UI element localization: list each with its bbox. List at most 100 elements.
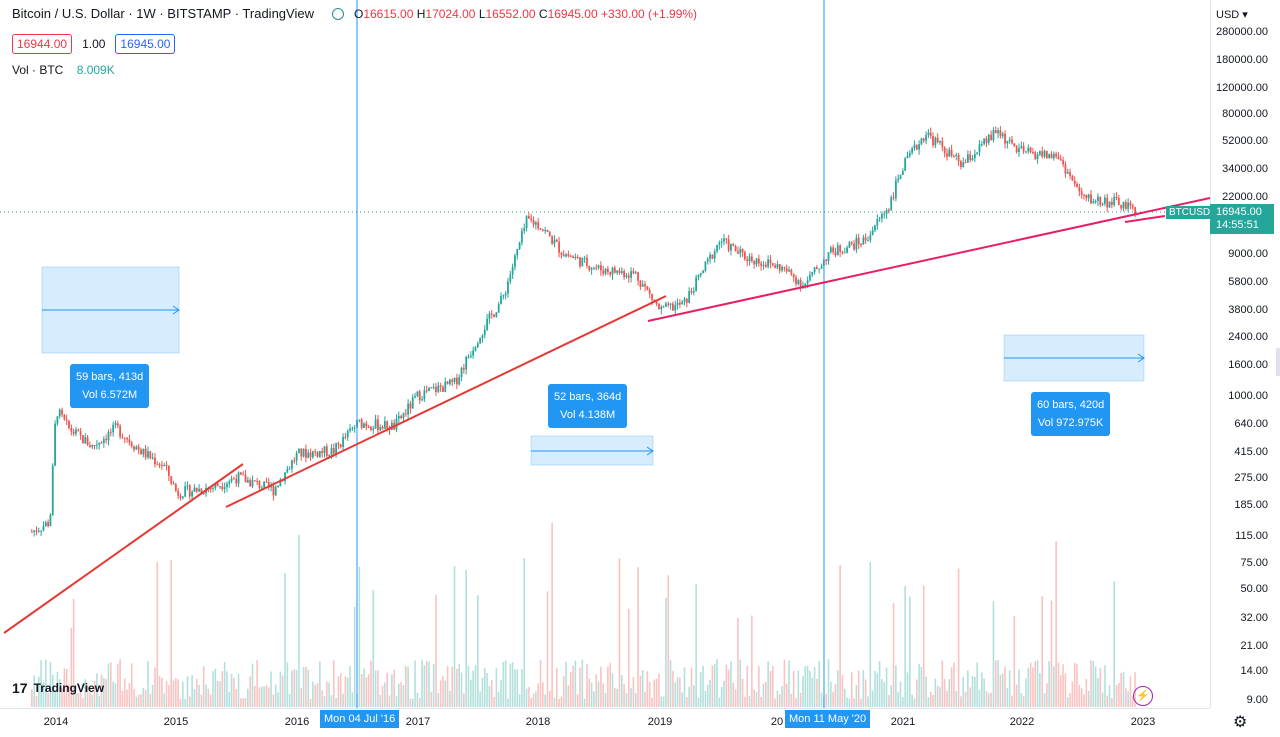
candle-body	[788, 269, 790, 272]
candle-body	[1022, 146, 1025, 152]
price-tick-label: 34000.00	[1222, 163, 1268, 175]
price-tick-label: 80000.00	[1222, 108, 1268, 120]
trend-lines[interactable]	[3, 197, 1211, 634]
volume-bar	[855, 684, 858, 707]
candle-body	[1106, 197, 1109, 208]
candle-body	[181, 496, 184, 499]
price-tick-label: 21.00	[1240, 640, 1268, 652]
candle-body	[899, 174, 902, 179]
volume-bar	[256, 660, 258, 707]
volume-bar	[711, 665, 714, 707]
volume-bar	[537, 683, 539, 707]
volume-bar	[892, 603, 895, 707]
candle-body	[233, 478, 235, 480]
candle-body	[799, 280, 802, 287]
candle-body	[68, 420, 70, 428]
flash-icon[interactable]: ⚡	[1133, 686, 1153, 706]
candle-body	[853, 243, 855, 250]
candle-body	[962, 162, 965, 167]
eye-icon[interactable]	[331, 7, 344, 20]
measure-box-1[interactable]	[41, 266, 180, 354]
volume-bar	[607, 666, 609, 707]
candle-body	[202, 493, 205, 495]
volume-bar	[435, 594, 437, 707]
measure-box-3[interactable]	[1003, 334, 1145, 382]
price-axis[interactable]	[1210, 0, 1280, 708]
volume-bar	[609, 662, 611, 707]
trend-line-2[interactable]	[225, 295, 667, 508]
time-tick-label: 20	[771, 716, 783, 728]
volume-bar	[630, 688, 632, 707]
volume-bar	[1106, 695, 1109, 707]
candle-body	[314, 451, 317, 453]
candle-body	[1101, 203, 1104, 205]
candle-body	[77, 429, 80, 432]
candle-body	[906, 155, 909, 158]
candle-body	[606, 268, 609, 273]
volume-bar	[168, 685, 170, 707]
symbol-title[interactable]: Bitcoin / U.S. Dollar · 1W · BITSTAMP · …	[12, 6, 314, 21]
tradingview-logo[interactable]: 17 TradingView	[12, 680, 105, 696]
volume-bar	[288, 694, 291, 707]
currency-selector[interactable]: USD ▾	[1216, 9, 1248, 21]
candle-body	[91, 444, 94, 448]
candle-body	[943, 147, 946, 154]
volume-bar	[702, 665, 704, 707]
volume-bar	[542, 682, 544, 707]
volume-bar	[902, 697, 904, 707]
volume-bar	[525, 688, 528, 707]
scroll-handle[interactable]	[1276, 348, 1280, 376]
volume-bar	[93, 680, 96, 707]
gear-icon[interactable]: ⚙	[1233, 714, 1248, 731]
candle-body	[632, 271, 635, 274]
candle-body	[950, 149, 953, 156]
volume-bar	[393, 669, 395, 707]
candle-body	[400, 415, 403, 419]
time-axis[interactable]: 2014 2015 2016 2017 2018 2019 20 2021 2022 2023	[44, 716, 1155, 728]
volume-bar	[453, 566, 456, 707]
trend-line-1[interactable]	[3, 463, 244, 634]
candle-body	[827, 252, 830, 262]
candle-body	[490, 313, 493, 315]
volume-bar	[1120, 673, 1122, 707]
candle-body	[725, 238, 728, 240]
time-axis-bar[interactable]	[0, 708, 1210, 737]
candle-body	[291, 460, 293, 469]
candle-body	[363, 423, 365, 428]
candle-body	[1113, 196, 1116, 205]
buy-button[interactable]: 16945.00	[115, 34, 176, 54]
trend-line-4[interactable]	[1124, 215, 1166, 223]
volume-bar	[913, 698, 916, 707]
volume-bar	[400, 681, 402, 707]
time-tick-label: 2018	[526, 716, 550, 728]
candle-body	[137, 446, 140, 450]
volume-bar	[997, 660, 999, 707]
volume-legend[interactable]: Vol · BTC 8.009K	[12, 63, 115, 77]
volume-bar	[753, 689, 755, 707]
volume-bar	[632, 677, 635, 707]
candle-body	[214, 483, 217, 488]
candle-body	[969, 154, 972, 161]
volume-bar	[463, 693, 465, 707]
candle-body	[439, 385, 442, 388]
volume-bar	[110, 662, 112, 707]
volume-bar	[843, 688, 846, 707]
volume-bar	[465, 570, 467, 707]
measure-box-2[interactable]	[530, 435, 654, 466]
price-tick-label: 3800.00	[1228, 304, 1268, 316]
sell-button[interactable]: 16944.00	[12, 34, 73, 54]
volume-bar	[618, 558, 621, 707]
candle-body	[871, 230, 874, 236]
candle-body	[616, 270, 619, 273]
volume-bar	[191, 675, 193, 707]
trend-line-3[interactable]	[647, 197, 1211, 322]
volume-bar	[1129, 676, 1132, 707]
candle-body	[764, 264, 767, 267]
volume-bar	[964, 691, 967, 707]
volume-bar	[962, 677, 965, 707]
volume-bar	[681, 692, 683, 707]
price-axis-ticks[interactable]: 280000.00 180000.00 120000.00 80000.00 52000…	[1216, 26, 1268, 706]
candle-body	[795, 277, 797, 285]
volume-bar	[135, 696, 138, 707]
